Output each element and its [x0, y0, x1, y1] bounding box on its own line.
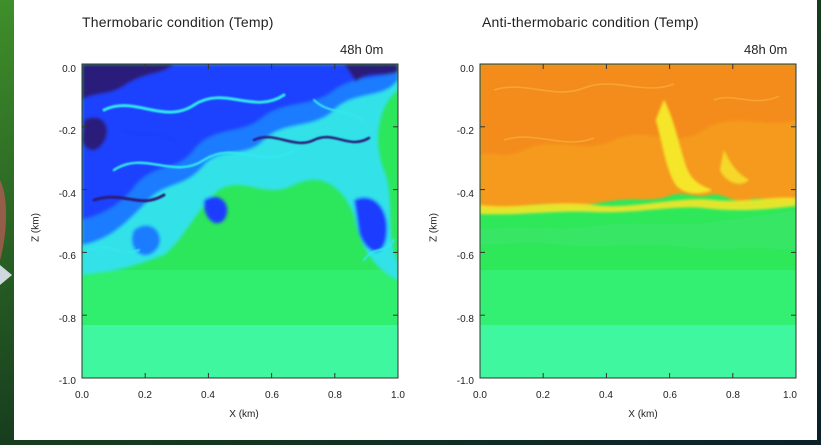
left-x-tick: 1.0	[391, 390, 405, 401]
left-temperature-plot: 0.0 -0.2 -0.4 -0.6 -0.8 -1.0 0.0 0.2 0.4…	[14, 0, 414, 440]
right-x-tick: 0.6	[663, 390, 677, 401]
figure-slide: Thermobaric condition (Temp) 48h 0m Z (k…	[14, 0, 817, 440]
right-x-tick: 0.8	[726, 390, 740, 401]
right-y-tick: -0.2	[457, 126, 475, 137]
left-x-tick: 0.4	[201, 390, 215, 401]
right-y-tick: -1.0	[457, 376, 475, 387]
left-x-tick: 0.8	[328, 390, 342, 401]
right-y-tick: -0.8	[457, 314, 475, 325]
right-temperature-plot: 0.0 -0.2 -0.4 -0.6 -0.8 -1.0 0.0 0.2 0.4…	[414, 0, 814, 440]
right-y-tick: -0.6	[457, 251, 475, 262]
left-y-tick: -0.2	[59, 126, 77, 137]
right-y-tick: -0.4	[457, 189, 475, 200]
right-y-tick: 0.0	[460, 64, 474, 75]
left-x-tick: 0.6	[265, 390, 279, 401]
left-y-tick: -0.4	[59, 189, 77, 200]
left-x-tick: 0.0	[75, 390, 89, 401]
left-y-tick: -1.0	[59, 376, 77, 387]
right-x-tick: 0.4	[599, 390, 613, 401]
right-x-tick: 0.0	[473, 390, 487, 401]
right-x-tick: 1.0	[783, 390, 797, 401]
right-x-tick: 0.2	[536, 390, 550, 401]
left-y-tick: -0.6	[59, 251, 77, 262]
left-x-tick: 0.2	[138, 390, 152, 401]
left-y-tick: -0.8	[59, 314, 77, 325]
left-y-tick: 0.0	[62, 64, 76, 75]
